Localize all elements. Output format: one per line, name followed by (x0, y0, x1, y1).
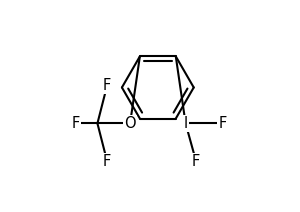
Text: F: F (218, 116, 226, 131)
Text: I: I (184, 116, 188, 131)
Text: F: F (103, 78, 111, 92)
Text: F: F (103, 154, 111, 169)
Text: O: O (124, 116, 136, 131)
Text: F: F (192, 154, 200, 169)
Text: F: F (71, 116, 80, 131)
